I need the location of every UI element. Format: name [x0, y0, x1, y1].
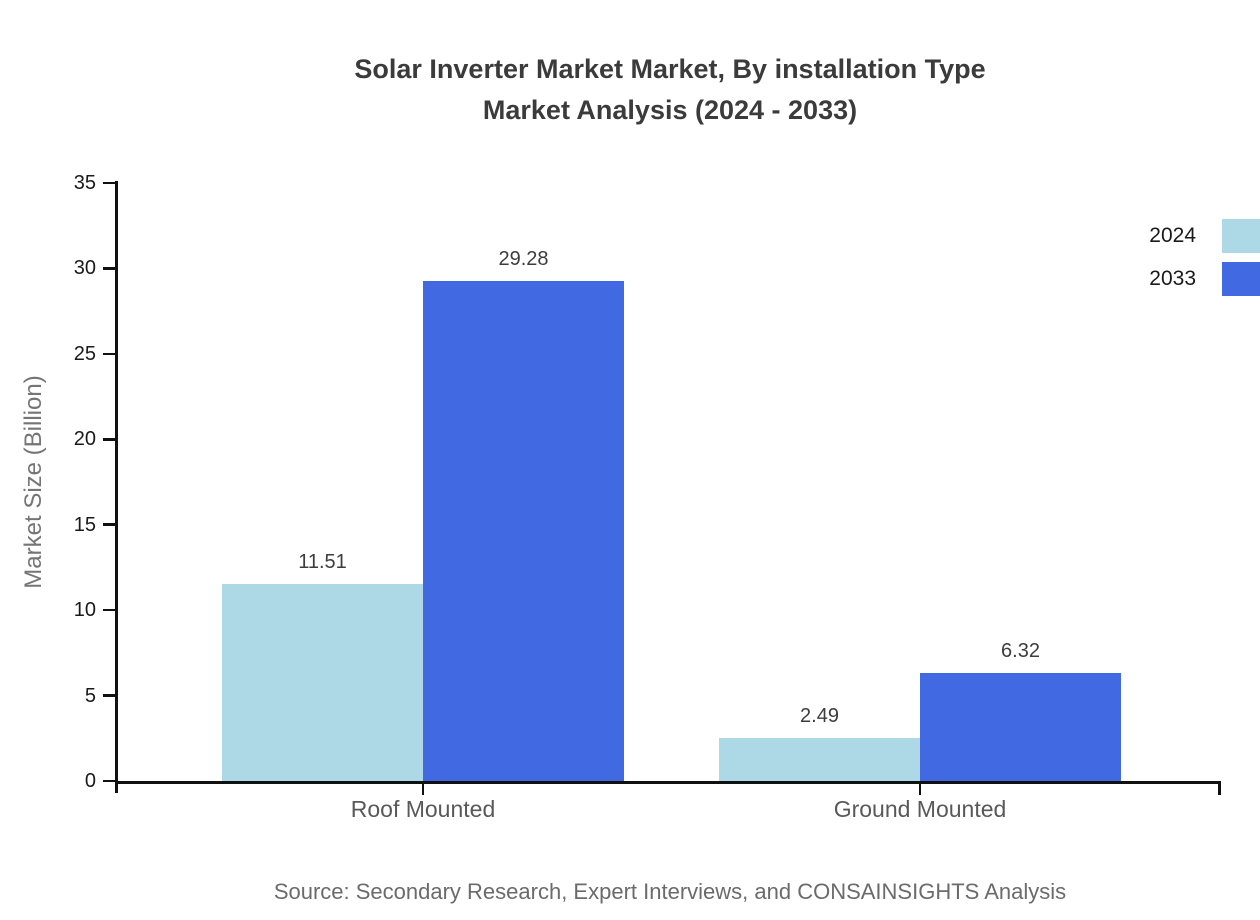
chart-title: Solar Inverter Market Market, By install…	[80, 49, 1260, 131]
category-label: Roof Mounted	[350, 796, 496, 822]
bar	[423, 280, 624, 781]
category-label: Ground Mounted	[833, 796, 1007, 822]
legend-item: 2033	[1149, 262, 1260, 296]
x-axis-end-tick	[1218, 784, 1221, 795]
bar-value-label: 11.51	[298, 551, 347, 574]
y-tick-label: 10	[73, 599, 96, 622]
y-tick-label: 30	[73, 257, 96, 280]
x-tick	[421, 784, 425, 795]
y-tick-label: 35	[73, 172, 96, 194]
bar	[920, 673, 1121, 781]
legend-swatch	[1222, 262, 1260, 296]
legend-label: 2024	[1149, 224, 1196, 247]
bar-value-label: 29.28	[498, 247, 549, 270]
y-tick	[103, 267, 115, 270]
y-tick	[103, 438, 115, 441]
y-tick	[103, 779, 115, 783]
chart-title-line-1: Solar Inverter Market Market, By install…	[354, 54, 986, 84]
legend-label: 2033	[1149, 267, 1196, 290]
legend-item: 2024	[1149, 219, 1260, 253]
y-tick	[103, 694, 115, 697]
y-axis-label: Market Size (Billion)	[20, 375, 47, 589]
y-tick	[103, 608, 115, 612]
y-tick-label: 5	[84, 684, 96, 707]
y-axis-spine	[115, 181, 118, 793]
chart-title-line-2: Market Analysis (2024 - 2033)	[482, 95, 858, 125]
plot-area: 0 5 10 15 20 25 30 35 11.51 29.28 Roof Mounted 2.49…	[74, 172, 1221, 822]
y-tick-label: 0	[84, 770, 96, 792]
source-note: Source: Secondary Research, Expert Inter…	[273, 879, 1067, 904]
bar	[719, 738, 920, 781]
legend: 2024 2033	[1149, 219, 1260, 305]
bar-value-label: 6.32	[1001, 640, 1040, 663]
y-tick-label: 15	[73, 513, 96, 536]
y-tick	[103, 352, 115, 356]
bar	[222, 584, 423, 781]
x-tick	[918, 784, 922, 795]
y-tick	[103, 523, 115, 526]
bar-value-label: 2.49	[800, 705, 839, 728]
y-tick-label: 25	[73, 342, 96, 365]
x-axis-spine	[115, 781, 1221, 784]
legend-swatch	[1222, 219, 1260, 253]
y-tick	[103, 181, 115, 185]
y-tick-label: 20	[73, 428, 96, 451]
